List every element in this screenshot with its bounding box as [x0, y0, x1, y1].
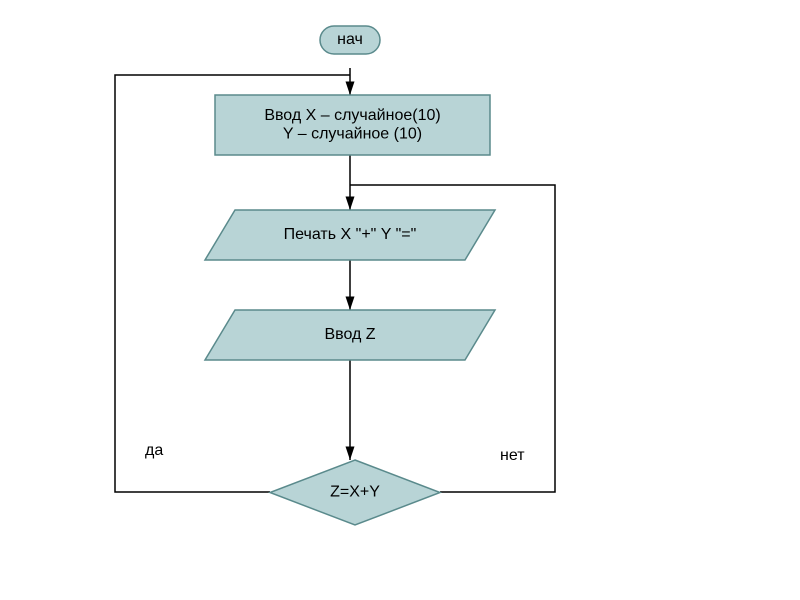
- branch-label-yes: да: [145, 442, 163, 459]
- node-label: Ввод Z: [324, 326, 375, 343]
- node-label: Y – случайное (10): [283, 125, 422, 142]
- flowchart-canvas: нач Ввод Х – случайное(10)Y – случайное (…: [0, 0, 800, 600]
- node-label: Ввод Х – случайное(10): [264, 107, 440, 124]
- node-label: Z=X+Y: [330, 484, 380, 501]
- node-label: Печать Х "+" Y "=": [284, 226, 417, 243]
- node-label: нач: [337, 31, 363, 48]
- branch-label-no: нет: [500, 447, 525, 464]
